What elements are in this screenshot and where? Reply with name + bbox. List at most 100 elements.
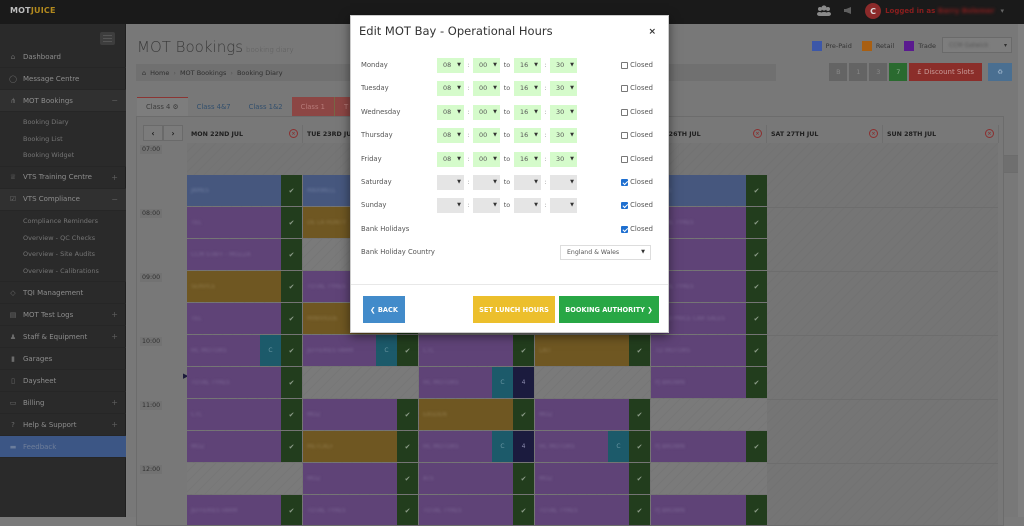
booking-slot[interactable]: TEL ✔ [187,207,302,238]
chevron-down-icon[interactable]: ▾ [1000,7,1004,15]
menu-toggle-button[interactable] [100,32,115,45]
megaphone-icon[interactable] [843,5,853,18]
sidebar-sub-qc-checks[interactable]: Overview - QC Checks [23,233,96,242]
sidebar-item-help-support[interactable]: ? Help & Support + [0,414,126,437]
prev-week-button[interactable]: ‹ [143,125,163,141]
empty-slot[interactable] [535,367,650,398]
booking-slot[interactable]: HC MOTORS C ✔ [187,335,302,366]
set-lunch-hours-button[interactable]: SET LUNCH HOURS [473,296,555,323]
close-minute-select[interactable]: 30 ▼ [550,80,577,96]
sidebar-item-vts-compliance[interactable]: ☑ VTS Compliance − [0,188,126,211]
closed-checkbox[interactable]: Closed [621,178,653,186]
breadcrumb-home[interactable]: Home [150,68,170,77]
sidebar-sub-site-audits[interactable]: Overview - Site Audits [23,250,96,259]
closed-checkbox[interactable]: Closed [621,61,653,69]
open-minute-select[interactable]: 00 ▼ [473,127,500,143]
sidebar-sub-calibrations[interactable]: Overview - Calibrations [23,266,99,275]
sidebar-item-staff-equipment[interactable]: ♟ Staff & Equipment + [0,326,126,349]
booking-slot[interactable]: CCM STAFF - MOZZA ✔ [187,239,302,270]
booking-slot[interactable]: TEL ✔ [187,303,302,334]
empty-slot[interactable] [303,367,418,398]
booking-slot[interactable]: JEFFERIES FARM ✔ [187,495,302,525]
booking-slot[interactable]: PJ BROWN ✔ [651,495,767,525]
country-select[interactable]: England & Wales ▼ [560,244,651,260]
users-icon[interactable] [817,4,832,19]
booking-slot[interactable]: TOTAL TYRES✔ [419,495,534,525]
discount-slots-button[interactable]: £ Discount Slots [909,63,982,81]
sidebar-item-daysheet[interactable]: ▯ Daysheet [0,370,126,393]
breadcrumb-mot-bookings[interactable]: MOT Bookings [179,68,227,77]
closed-checkbox[interactable]: Closed [621,108,653,116]
close-minute-select[interactable]: 30 ▼ [550,104,577,120]
booking-slot[interactable]: MOZ ✔ [303,463,418,494]
closed-checkbox[interactable]: Closed [621,84,653,92]
open-hour-select[interactable]: 08 ▼ [437,104,464,120]
sidebar-item-garages[interactable]: ▮ Garages [0,348,126,371]
tab-class-4-7[interactable]: Class 4&7 [196,102,231,111]
close-icon[interactable]: × [648,27,656,37]
close-day-icon[interactable]: × [753,129,762,138]
booking-slot[interactable]: HC MOTORS C ✔ [535,431,650,462]
booking-slot[interactable]: MOZ ✔ [187,431,302,462]
booking-slot[interactable]: JEFFERIES FARM C ✔ [303,335,418,366]
open-hour-select[interactable]: ▼ [437,197,464,213]
sidebar-item-mot-bookings[interactable]: ⋔ MOT Bookings − [0,90,126,112]
booking-slot[interactable]: CTC ✔ [187,399,302,430]
empty-slot[interactable] [651,399,767,430]
bank-holidays-closed-checkbox[interactable]: Closed [621,225,653,233]
open-minute-select[interactable]: 00 ▼ [473,80,500,96]
open-minute-select[interactable]: 00 ▼ [473,151,500,167]
sidebar-item-mot-test-logs[interactable]: ▤ MOT Test Logs + [0,304,126,327]
logged-in-label[interactable]: Logged in as Barry Bolemer [885,7,995,15]
sidebar-item-dashboard[interactable]: ⌂ Dashboard [0,46,126,68]
sidebar-sub-booking-list[interactable]: Booking List [23,134,63,143]
open-hour-select[interactable]: 08 ▼ [437,57,464,73]
sidebar-sub-booking-widget[interactable]: Booking Widget [23,151,75,160]
empty-slot[interactable] [651,463,767,494]
view-button-3[interactable]: 3 [869,63,888,81]
close-minute-select[interactable]: 30 ▼ [550,127,577,143]
booking-slot[interactable]: HC MOTORS C 4 [419,367,534,398]
close-hour-select[interactable]: 16 ▼ [514,127,541,143]
close-minute-select[interactable]: 30 ▼ [550,151,577,167]
booking-slot[interactable]: MOZ ✔ [535,463,650,494]
booking-slot[interactable]: HC MOTORS C 4 [419,431,534,462]
closed-checkbox[interactable]: Closed [621,201,653,209]
close-hour-select[interactable]: 16 ▼ [514,57,541,73]
open-hour-select[interactable]: 08 ▼ [437,127,464,143]
booking-slot[interactable]: EASDEN ✔ [419,399,534,430]
back-button[interactable]: ❮ BACK [363,296,405,323]
booking-slot[interactable]: ATS ✔ [419,463,534,494]
closed-checkbox[interactable]: Closed [621,131,653,139]
booking-slot[interactable]: LAIT ✔ [535,335,650,366]
close-hour-select[interactable]: 16 ▼ [514,104,541,120]
closed-checkbox[interactable]: Closed [621,155,653,163]
booking-slot[interactable]: TOTAL TYRES✔ [187,367,302,398]
avatar[interactable]: C [865,3,882,19]
refresh-icon[interactable]: ♻ [988,63,1012,81]
close-day-icon[interactable]: × [869,129,878,138]
close-day-icon[interactable]: × [985,129,994,138]
open-hour-select[interactable]: 08 ▼ [437,80,464,96]
open-minute-select[interactable]: ▼ [473,197,500,213]
close-minute-select[interactable]: 30 ▼ [550,57,577,73]
view-button-b[interactable]: B [829,63,848,81]
booking-slot[interactable]: TD MOTORS ✔ [651,335,767,366]
booking-slot[interactable]: PJ BROWN ✔ [651,431,767,462]
close-hour-select[interactable]: 16 ▼ [514,151,541,167]
view-button-7[interactable]: 7 [889,63,908,81]
view-button-1[interactable]: 1 [849,63,868,81]
booking-slot[interactable]: TOTAL TYRES✔ [535,495,650,525]
close-hour-select[interactable]: ▼ [514,174,541,190]
close-minute-select[interactable]: ▼ [550,197,577,213]
booking-authority-button[interactable]: BOOKING AUTHORITY ❯ [559,296,659,323]
booking-slot[interactable]: MOZ ✔ [535,399,650,430]
close-hour-select[interactable]: 16 ▼ [514,80,541,96]
booking-slot[interactable]: METCALF ✔ [303,431,418,462]
open-minute-select[interactable]: 00 ▼ [473,57,500,73]
sidebar-sub-compliance-reminders[interactable]: Compliance Reminders [23,217,98,226]
sidebar-item-tqi-management[interactable]: ◇ TQI Management [0,282,126,305]
booking-slot[interactable]: SERVICE ✔ [187,271,302,302]
tab-class-4[interactable]: Class 4 ⚙ [137,97,188,116]
sidebar-item-message-centre[interactable]: ◯ Message Centre [0,68,126,90]
